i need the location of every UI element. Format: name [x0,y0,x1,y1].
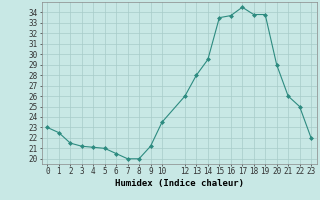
X-axis label: Humidex (Indice chaleur): Humidex (Indice chaleur) [115,179,244,188]
